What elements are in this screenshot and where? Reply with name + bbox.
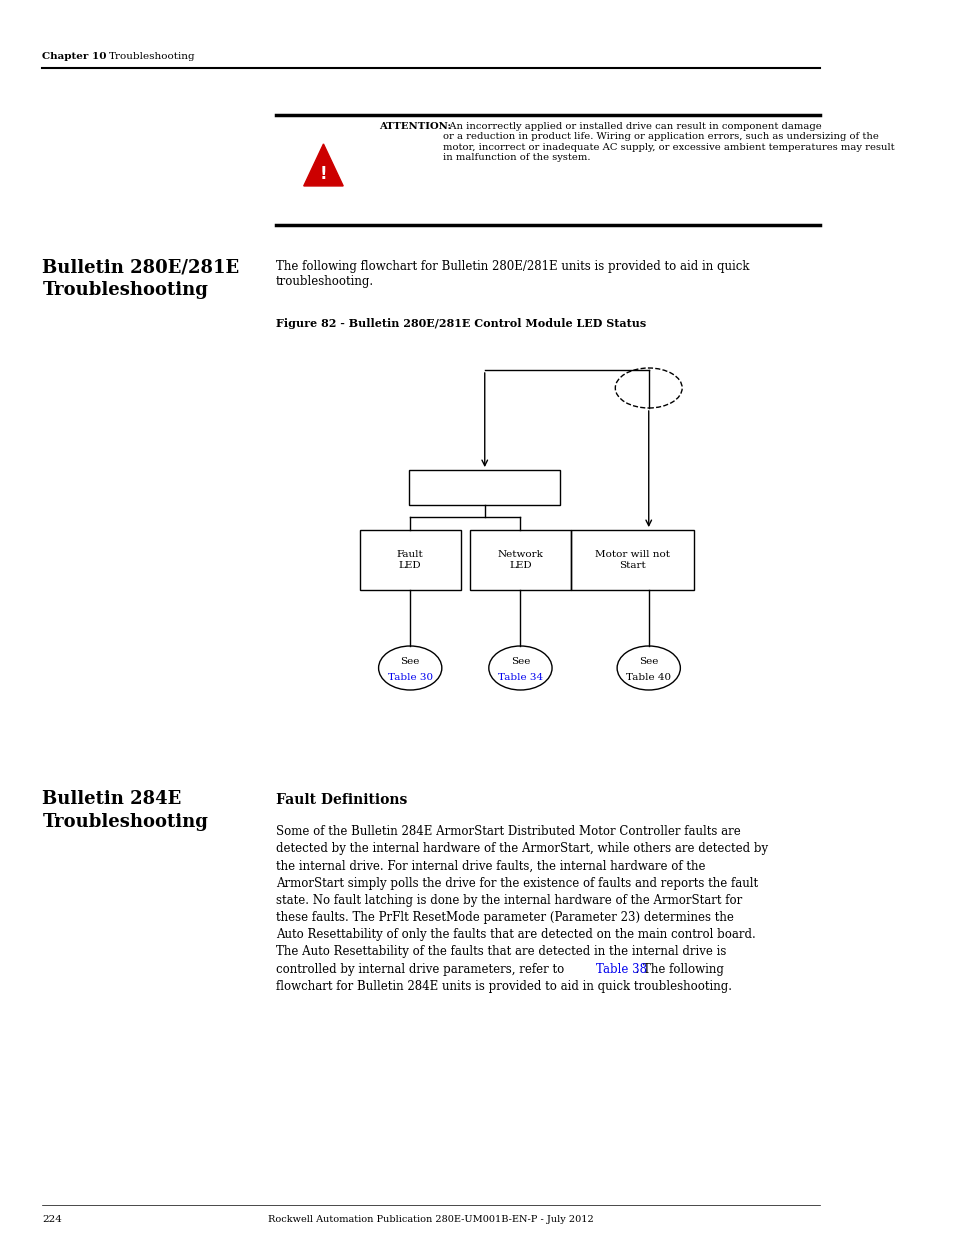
Text: !: ! — [319, 165, 327, 183]
Text: Rockwell Automation Publication 280E-UM001B-EN-P - July 2012: Rockwell Automation Publication 280E-UM0… — [268, 1215, 593, 1224]
Text: Fault
LED: Fault LED — [396, 551, 423, 569]
Text: Figure 82 - Bulletin 280E/281E Control Module LED Status: Figure 82 - Bulletin 280E/281E Control M… — [275, 317, 645, 329]
Text: Bulletin 280E/281E
Troubleshooting: Bulletin 280E/281E Troubleshooting — [43, 258, 239, 299]
Text: Bulletin 284E
Troubleshooting: Bulletin 284E Troubleshooting — [43, 790, 208, 831]
Text: Some of the Bulletin 284E ArmorStart Distributed Motor Controller faults are
det: Some of the Bulletin 284E ArmorStart Dis… — [275, 825, 767, 993]
Text: Table 34: Table 34 — [497, 673, 542, 682]
Text: ATTENTION:: ATTENTION: — [379, 122, 451, 131]
Text: An incorrectly applied or installed drive can result in component damage
or a re: An incorrectly applied or installed driv… — [442, 122, 893, 162]
Text: Table 38: Table 38 — [596, 962, 647, 976]
Polygon shape — [303, 144, 343, 186]
Text: See: See — [639, 657, 658, 666]
Text: Fault Definitions: Fault Definitions — [275, 793, 407, 806]
Text: See: See — [510, 657, 530, 666]
Text: 224: 224 — [43, 1215, 62, 1224]
Text: Table 40: Table 40 — [625, 673, 671, 682]
Text: Troubleshooting: Troubleshooting — [109, 52, 194, 61]
Text: Chapter 10: Chapter 10 — [43, 52, 107, 61]
Text: See: See — [400, 657, 419, 666]
Text: Table 30: Table 30 — [387, 673, 433, 682]
Text: Network
LED: Network LED — [497, 551, 543, 569]
Text: The following flowchart for Bulletin 280E/281E units is provided to aid in quick: The following flowchart for Bulletin 280… — [275, 261, 748, 288]
Text: Motor will not
Start: Motor will not Start — [595, 551, 669, 569]
